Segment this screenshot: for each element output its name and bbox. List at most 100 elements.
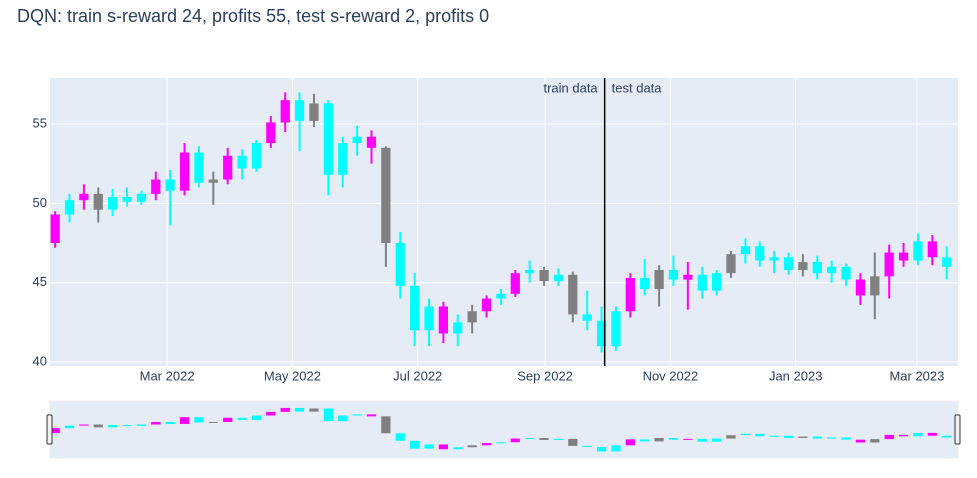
- slider-candle: [841, 437, 851, 440]
- candle-body: [726, 254, 736, 274]
- slider-candle: [611, 445, 621, 452]
- slider-candle: [323, 408, 333, 422]
- candle-body: [108, 197, 118, 210]
- candle-body: [640, 277, 650, 290]
- slider-candle: [496, 442, 506, 444]
- slider-candle: [266, 411, 276, 416]
- range-slider: [49, 400, 959, 459]
- slider-candle: [726, 435, 736, 439]
- slider-candle: [122, 425, 132, 427]
- x-tick-label: Jul 2022: [393, 368, 442, 383]
- candle-body: [79, 193, 89, 201]
- slider-candle: [553, 438, 564, 440]
- slider-candle: [136, 424, 147, 426]
- slider-candle: [309, 408, 319, 412]
- y-tick-label: 40: [33, 353, 47, 368]
- slider-candle: [410, 440, 420, 449]
- slider-candle: [870, 439, 880, 443]
- slider-candle: [539, 438, 549, 440]
- plot-background: [50, 78, 958, 366]
- candle-body: [927, 241, 937, 258]
- candle-body: [510, 273, 520, 294]
- x-tick-label: Mar 2023: [889, 368, 944, 383]
- x-tick-label: May 2022: [264, 368, 321, 383]
- candle-body: [942, 257, 952, 267]
- candle-body: [64, 200, 75, 215]
- slider-candle: [366, 414, 377, 417]
- candle-body: [711, 273, 722, 291]
- slider-candle: [481, 443, 492, 446]
- candle-body: [410, 285, 420, 331]
- candle-body: [237, 155, 247, 169]
- slider-candle: [50, 428, 60, 434]
- candle-body: [855, 279, 866, 296]
- candle-body: [122, 197, 132, 202]
- candle-body: [381, 147, 391, 244]
- slider-candle: [942, 435, 952, 438]
- slider-handle: [46, 414, 53, 445]
- slider-handle: [954, 414, 961, 445]
- slider-candle: [194, 417, 204, 423]
- candle-body: [151, 179, 161, 194]
- slider-candle: [568, 438, 578, 446]
- candle-body: [582, 314, 592, 321]
- slider-candle: [798, 436, 808, 438]
- slider-candle: [668, 438, 679, 440]
- candle-body: [352, 136, 362, 144]
- candle-body: [812, 262, 822, 274]
- slider-candle: [338, 415, 348, 422]
- slider-candle: [208, 421, 218, 423]
- candle-body: [50, 214, 60, 244]
- annotation: train data: [543, 80, 598, 95]
- slider-candle: [927, 432, 937, 436]
- slider-candle: [64, 425, 75, 429]
- slider-candle: [755, 433, 765, 437]
- slider-candle: [165, 421, 175, 424]
- candle-body: [798, 262, 808, 270]
- candle-body: [827, 266, 837, 274]
- slider-candle: [438, 444, 449, 450]
- x-tick-label: Sep 2022: [517, 368, 573, 383]
- slider-candle: [424, 444, 434, 449]
- candle-body: [668, 270, 679, 280]
- candle-body: [769, 257, 779, 261]
- x-tick-label: Nov 2022: [643, 368, 699, 383]
- slider-candle: [683, 438, 693, 440]
- slider-candle: [640, 439, 650, 442]
- slider-candle: [812, 436, 822, 439]
- candle-body: [266, 122, 276, 144]
- candle-body: [496, 293, 506, 299]
- candle-body: [755, 246, 765, 261]
- slider-candle: [855, 439, 866, 443]
- slider-candle: [237, 417, 247, 421]
- candle-body: [223, 155, 233, 180]
- candle-body: [740, 246, 751, 255]
- slider-candle: [251, 415, 262, 421]
- candle-body: [481, 298, 492, 312]
- candle-body: [539, 270, 549, 282]
- candle-body: [136, 193, 147, 202]
- y-tick-label: 50: [33, 195, 47, 210]
- candle-body: [611, 311, 621, 347]
- candle-body: [625, 277, 635, 312]
- slider-candle: [395, 433, 405, 441]
- candle-body: [553, 274, 564, 282]
- x-tick-label: Jan 2023: [769, 368, 823, 383]
- slider-candle: [294, 407, 305, 412]
- candle-body: [179, 152, 190, 191]
- chart-title: DQN: train s-reward 24, profits 55, test…: [17, 6, 489, 26]
- candle-body: [453, 322, 463, 334]
- slider-candle: [280, 407, 290, 412]
- slider-candle: [79, 424, 89, 426]
- candle-body: [294, 100, 305, 121]
- y-tick-label: 55: [33, 115, 47, 130]
- candle-body: [697, 274, 707, 291]
- candle-body: [683, 274, 693, 280]
- candle-body: [654, 270, 664, 290]
- slider-candle: [898, 434, 909, 437]
- slider-candle: [525, 438, 535, 439]
- slider-candle: [884, 434, 894, 440]
- slider-candle: [467, 445, 477, 448]
- slider-candle: [697, 438, 707, 442]
- candle-body: [884, 252, 894, 277]
